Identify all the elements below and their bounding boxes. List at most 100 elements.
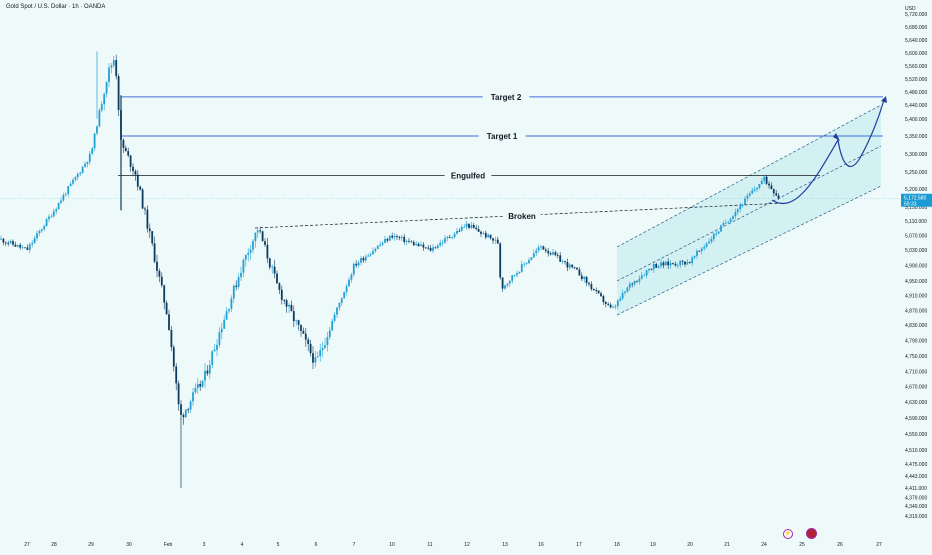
candle-body [84, 163, 86, 167]
candle-body [710, 239, 713, 242]
candle-body [480, 231, 482, 234]
candle-body [679, 260, 682, 266]
candle-body [446, 236, 449, 239]
candle-body [688, 262, 691, 264]
time-tick-label: 27 [24, 542, 30, 548]
candle-body [398, 236, 401, 238]
candle-body [115, 60, 118, 77]
lightning-icon[interactable]: ⚡ [783, 529, 793, 539]
candle-body [492, 238, 494, 241]
candle-body [660, 262, 662, 267]
candle-body [141, 189, 144, 209]
candle-body [410, 241, 413, 243]
candle-body [16, 244, 19, 247]
candle-body [770, 185, 773, 190]
candlestick-series [0, 51, 780, 488]
candle-body [76, 173, 79, 178]
candle-body [170, 329, 173, 348]
candle-body [33, 238, 36, 243]
candle-body [566, 261, 569, 268]
candle-body [242, 259, 245, 273]
candle-body [768, 183, 770, 186]
candle-body [129, 155, 132, 167]
price-tick-label: 5,110.000 [905, 219, 927, 225]
candle-body [96, 126, 98, 134]
candle-body [412, 242, 415, 246]
candle-body [355, 263, 358, 266]
candle-body [175, 366, 178, 384]
candle-body [163, 285, 166, 303]
candle-body [364, 256, 367, 261]
current-price-tag [901, 193, 932, 207]
price-tick-label: 5,440.000 [905, 103, 927, 109]
candle-body [633, 280, 636, 285]
time-tick-label: 7 [353, 542, 356, 548]
candle-body [772, 189, 775, 194]
horizontal-levels: Target 2 Target 1 Engulfed Broken [118, 90, 883, 229]
candle-body [561, 261, 564, 262]
currency-label: USD [905, 6, 916, 12]
candle-body [715, 233, 718, 235]
candle-body [189, 401, 192, 410]
candle-body [556, 255, 559, 256]
time-tick-label: 12 [464, 542, 470, 548]
candle-body [400, 236, 403, 238]
candle-body [211, 351, 214, 365]
candle-body [192, 392, 194, 402]
candle-body [12, 241, 14, 245]
price-tick-label: 4,443.000 [905, 474, 927, 480]
candle-body [621, 292, 624, 299]
candle-body [333, 314, 336, 321]
candle-body [379, 244, 382, 246]
candle-body [523, 263, 526, 265]
candle-body [276, 273, 278, 284]
candle-body [616, 300, 619, 307]
candle-body [391, 235, 394, 238]
candle-body [151, 231, 154, 244]
candle-body [717, 231, 720, 234]
candle-body [259, 230, 262, 232]
candle-body [664, 261, 667, 266]
candle-body [712, 233, 715, 240]
candle-body [674, 263, 677, 266]
candle-body [439, 242, 442, 246]
target-1-label-bg [478, 130, 526, 141]
candle-body [297, 320, 300, 325]
candle-body [64, 194, 67, 195]
candle-body [204, 370, 206, 381]
candle-body [645, 270, 648, 276]
candle-body [703, 246, 706, 249]
price-tick-label: 5,560.000 [905, 64, 927, 70]
candle-body [600, 293, 602, 297]
candle-body [172, 347, 175, 367]
candle-body [122, 139, 125, 148]
candle-body [31, 242, 34, 245]
candle-body [456, 230, 458, 234]
time-tick-label: 3 [203, 542, 206, 548]
candle-body [177, 383, 180, 405]
candle-body [213, 349, 216, 352]
candle-body [535, 250, 538, 254]
candle-body [732, 216, 734, 219]
candle-body [232, 285, 235, 299]
candle-body [208, 364, 211, 374]
candle-body [292, 311, 295, 322]
candle-body [367, 255, 370, 257]
candle-body [19, 244, 22, 248]
candle-body [50, 216, 53, 218]
candle-body [261, 231, 264, 242]
candle-body [134, 170, 137, 175]
candle-body [607, 303, 610, 305]
candle-body [648, 269, 650, 271]
us-flag-icon[interactable] [806, 528, 817, 539]
candle-body [619, 298, 622, 301]
candle-body [117, 76, 120, 111]
candle-body [216, 344, 218, 350]
candle-body [288, 304, 290, 307]
candle-body [422, 244, 425, 248]
candle-body [684, 261, 686, 265]
candle-body [48, 216, 50, 220]
candle-body [268, 258, 271, 268]
